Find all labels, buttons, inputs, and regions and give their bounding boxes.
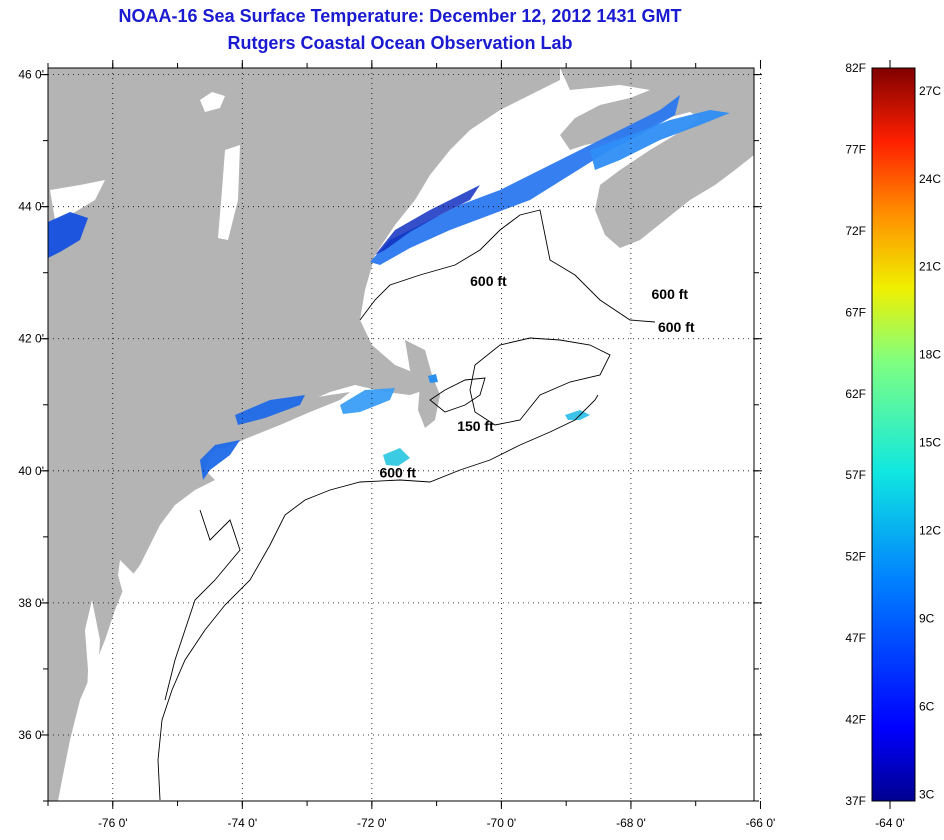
contour-labels: 600 ft 600 ft 600 ft 150 ft 600 ft: [379, 273, 694, 481]
colorbar-c-label: 15C: [919, 436, 941, 450]
lon-label: -66 0': [746, 816, 776, 830]
colorbar-c-label: 27C: [919, 84, 941, 98]
sst-bay-of-fundy: [590, 110, 730, 170]
colorbar-c-label: 18C: [919, 348, 941, 362]
axis-ticks: [40, 60, 891, 809]
colorbar-c-label: 12C: [919, 524, 941, 538]
longitude-labels: -76 0' -74 0' -72 0' -70 0' -68 0' -66 0' -64 …: [98, 816, 905, 830]
contour-label: 150 ft: [457, 418, 494, 434]
colorbar-f-label: 47F: [845, 631, 866, 645]
colorbar-f-label: 82F: [845, 61, 866, 75]
lon-label: -70 0': [487, 816, 517, 830]
map-frame: [47, 67, 755, 802]
colorbar-c-label: 6C: [919, 700, 935, 714]
lon-label: -64 0': [875, 816, 905, 830]
contour-600ft-shelf: [157, 394, 599, 801]
contour-600ft-georges: [469, 337, 611, 426]
lake: [218, 145, 240, 240]
colorbar: [871, 67, 916, 802]
land-long-island: [205, 392, 350, 450]
sst-nantucket: [340, 388, 395, 414]
sst-long-island-sound: [235, 395, 305, 425]
lon-label: -68 0': [616, 816, 646, 830]
contour-inner: [164, 509, 241, 701]
lon-label: -76 0': [98, 816, 128, 830]
land-mainland: [48, 68, 560, 801]
sst-gulf-of-maine: [370, 95, 680, 265]
contour-label: 600 ft: [470, 273, 507, 289]
map-title: NOAA-16 Sea Surface Temperature: Decembe…: [118, 6, 682, 26]
sst-maine-coast-dark: [375, 185, 480, 255]
colorbar-f-label: 77F: [845, 142, 866, 156]
lake: [50, 180, 105, 220]
lat-label: 42 0': [18, 332, 44, 346]
colorbar-f-label: 52F: [845, 550, 866, 564]
lon-label: -72 0': [357, 816, 387, 830]
colorbar-f-label: 67F: [845, 305, 866, 319]
delaware-bay: [118, 560, 140, 605]
lat-label: 44 0': [18, 200, 44, 214]
map-subtitle: Rutgers Coastal Ocean Observation Lab: [227, 33, 573, 53]
land-cape-cod: [405, 340, 440, 428]
contour-600ft-gulf: [359, 209, 656, 323]
colorbar-fahrenheit-labels: 82F 77F 72F 67F 62F 57F 52F 47F 42F 37F: [845, 61, 866, 808]
sst-patch-small: [428, 374, 438, 383]
sst-lake-ontario: [48, 212, 88, 258]
lat-label: 40 0': [18, 464, 44, 478]
colorbar-f-label: 37F: [845, 794, 866, 808]
colorbar-c-label: 24C: [919, 172, 941, 186]
colorbar-celsius-labels: 27C 24C 21C 18C 15C 12C 9C 6C 3C: [919, 84, 941, 802]
colorbar-c-label: 3C: [919, 787, 935, 801]
contour-label: 600 ft: [652, 286, 689, 302]
latitude-labels: 46 0' 44 0' 42 0' 40 0' 38 0' 36 0': [18, 68, 44, 742]
colorbar-c-label: 21C: [919, 260, 941, 274]
contour-150ft: [429, 377, 486, 413]
colorbar-f-label: 72F: [845, 224, 866, 238]
lake: [200, 92, 225, 112]
colorbar-f-label: 62F: [845, 387, 866, 401]
sst-ny-bight: [200, 440, 240, 480]
contour-label: 600 ft: [379, 464, 416, 480]
lat-label: 46 0': [18, 68, 44, 82]
sst-georges-cyan: [383, 448, 410, 466]
lat-label: 36 0': [18, 728, 44, 742]
bathymetry-contours: [157, 209, 656, 801]
sst-patch-east: [565, 410, 590, 420]
chesapeake-bay: [85, 600, 105, 801]
contour-label: 600 ft: [658, 319, 695, 335]
colorbar-f-label: 42F: [845, 713, 866, 727]
colorbar-f-label: 57F: [845, 468, 866, 482]
colorbar-c-label: 9C: [919, 612, 935, 626]
map-panel: [48, 68, 754, 801]
lon-label: -74 0': [227, 816, 257, 830]
lat-label: 38 0': [18, 596, 44, 610]
